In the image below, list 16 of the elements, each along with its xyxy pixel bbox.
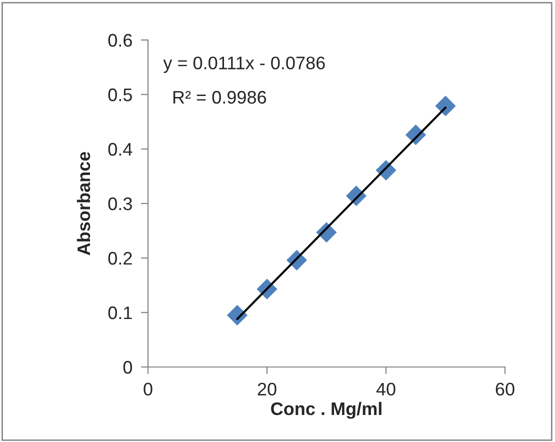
y-tick-label: 0.3 [108,197,132,210]
y-tick-label: 0.2 [108,252,132,265]
y-tick-label: 0.5 [108,88,132,102]
x-tick-label: 40 [376,382,396,396]
x-tick-label: 0 [144,382,152,396]
y-tick-label: 0.6 [108,34,132,47]
y-axis-title: Absorbance [76,152,90,256]
annotation: R² = 0.9986 [173,90,266,104]
point [435,96,456,116]
y-tick-label: 0.1 [108,306,132,320]
y-tick-label: 0.4 [108,142,132,156]
annotation: y = 0.0111x - 0.0786 [163,56,325,73]
y-tick-label: 0 [123,360,132,374]
x-tick-label: 20 [258,382,276,396]
x-axis-title: Conc . Mg/ml [271,402,382,419]
x-tick-label: 60 [496,382,514,396]
